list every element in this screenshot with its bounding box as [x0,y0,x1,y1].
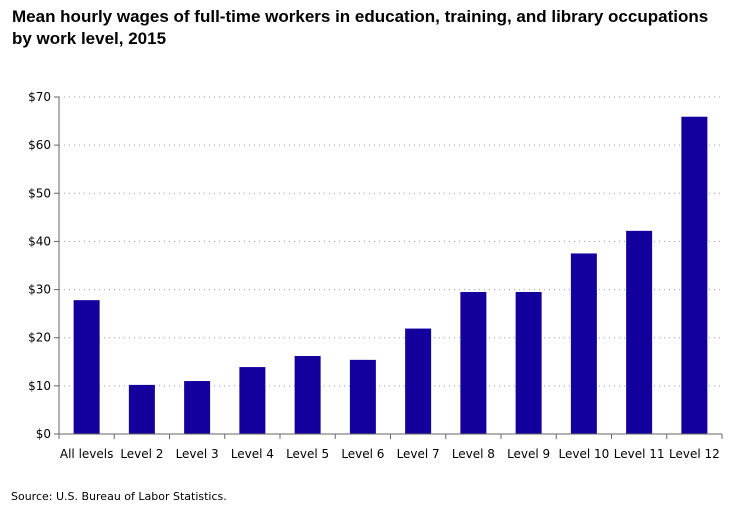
bar [626,230,653,434]
y-tick-label: $30 [28,283,51,297]
y-tick-label: $0 [36,427,51,441]
bars [73,116,708,434]
x-tick-label: Level 5 [286,447,329,461]
x-tick-label: Level 2 [120,447,163,461]
bar [570,253,597,434]
x-axis: All levels Level 2 Level 3 Level 4 Level 5 Le… [58,433,723,461]
x-tick-label: Level 8 [452,447,495,461]
chart-title: Mean hourly wages of full-time workers i… [12,7,709,48]
y-tick-label: $70 [28,90,51,104]
bar [73,300,100,434]
y-tick-label: $40 [28,234,51,248]
y-axis: $0 $10 $20 $30 $40 $50 $60 $70 [28,90,60,441]
x-tick-label: All levels [60,447,113,461]
x-tick-label: Level 6 [341,447,384,461]
bar [515,291,542,434]
y-tick-label: $50 [28,186,51,200]
x-tick-label: Level 12 [669,447,720,461]
x-tick-label: Level 11 [614,447,665,461]
y-tick-label: $10 [28,379,51,393]
x-tick-label: Level 4 [231,447,274,461]
y-tick-label: $20 [28,331,51,345]
y-tick-label: $60 [28,138,51,152]
bar [239,367,266,434]
bar [294,356,321,434]
bar [460,291,487,434]
bar [184,381,211,434]
bar [681,116,708,434]
gridlines [59,96,722,387]
x-tick-label: Level 9 [507,447,550,461]
x-tick-label: Level 3 [176,447,219,461]
x-tick-label: Level 10 [558,447,609,461]
bar [128,384,155,434]
bar [349,359,376,434]
source-note: Source: U.S. Bureau of Labor Statistics. [11,490,227,503]
x-tick-label: Level 7 [397,447,440,461]
bar [405,328,432,434]
